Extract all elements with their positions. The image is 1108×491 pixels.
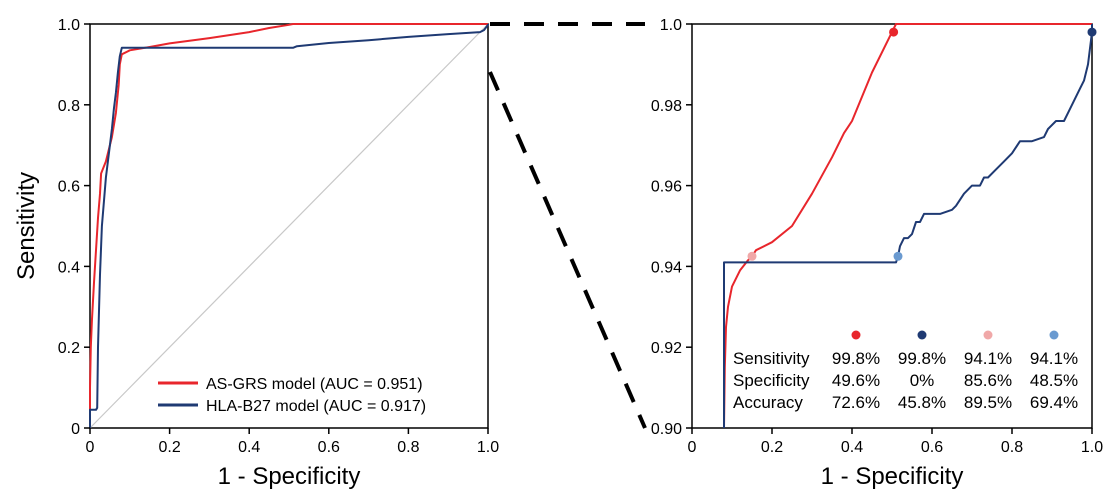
legend-label-as-grs: AS-GRS model (AUC = 0.951): [206, 376, 423, 393]
x-tick-label: 1.0: [477, 439, 499, 456]
roc-full-x-ticks: 0 0.2 0.4 0.6 0.8 1.0: [86, 428, 499, 456]
table-cell: 99.8%: [832, 349, 880, 368]
x-tick-label: 1.0: [1081, 439, 1103, 456]
roc-zoom-plot-frame: [691, 23, 1093, 429]
table-cell: 94.1%: [964, 349, 1012, 368]
operating-point-marker: [747, 251, 757, 261]
y-tick-label: 0.2: [58, 340, 80, 357]
table-cell: 69.4%: [1030, 393, 1078, 412]
roc-full-series: [89, 23, 489, 429]
y-tick-label: 0.6: [58, 179, 80, 196]
table-cell: 45.8%: [898, 393, 946, 412]
table-column-marker: [1049, 330, 1059, 340]
table-cell: 49.6%: [832, 371, 880, 390]
y-tick-label: 0.94: [651, 259, 682, 276]
table-cell: 72.6%: [832, 393, 880, 412]
operating-point-table: Sensitivity 99.8% 99.8% 94.1% 94.1% Specifici…: [733, 330, 1078, 412]
operating-point-marker: [893, 251, 903, 261]
x-tick-label: 0.4: [238, 439, 260, 456]
table-cell: 48.5%: [1030, 371, 1078, 390]
series-line-hla-b27: [723, 24, 1093, 428]
y-tick-label: 0.8: [58, 98, 80, 115]
y-tick-label: 0: [71, 421, 80, 438]
series-line-as-grs: [723, 23, 1092, 429]
table-column-marker: [983, 330, 993, 340]
x-tick-label: 0: [86, 439, 95, 456]
x-tick-label: 0.4: [841, 439, 863, 456]
roc-zoom-markers: [747, 27, 1097, 261]
y-tick-label: 0.96: [651, 179, 682, 196]
roc-full-legend: AS-GRS model (AUC = 0.951) HLA-B27 model…: [158, 376, 426, 415]
table-cell: 94.1%: [1030, 349, 1078, 368]
x-tick-label: 0.6: [921, 439, 943, 456]
y-tick-label: 1.0: [58, 17, 80, 34]
roc-zoom-x-ticks: 0 0.2 0.4 0.6 0.8 1.0: [688, 428, 1103, 456]
table-cell: 0%: [910, 371, 935, 390]
table-row-label: Accuracy: [733, 393, 803, 412]
roc-full-y-axis-title: Sensitivity: [13, 172, 40, 280]
zoom-connector-bottom: [488, 71, 647, 429]
roc-zoom-series: [723, 23, 1093, 429]
roc-full-y-ticks: 0 0.2 0.4 0.6 0.8 1.0: [58, 17, 90, 438]
y-tick-label: 0.4: [58, 259, 80, 276]
operating-point-marker: [1087, 27, 1097, 37]
zoom-connector: [488, 22, 647, 429]
table-cell: 99.8%: [898, 349, 946, 368]
table-column-marker: [851, 330, 861, 340]
table-row-label: Specificity: [733, 371, 810, 390]
table-cell: 89.5%: [964, 393, 1012, 412]
table-row-label: Sensitivity: [733, 349, 810, 368]
x-tick-label: 0: [688, 439, 697, 456]
operating-point-marker: [889, 27, 899, 37]
y-tick-label: 0.92: [651, 340, 682, 357]
series-line-as-grs: [89, 23, 488, 428]
roc-zoom-x-axis-title: 1 - Specificity: [821, 463, 964, 490]
table-column-marker: [917, 330, 927, 340]
roc-zoom-panel: 0 0.2 0.4 0.6 0.8 1.0 0.90 0.92 0.94 0.96 0.98 1.0…: [651, 17, 1103, 490]
x-tick-label: 0.8: [397, 439, 419, 456]
roc-full-panel: 0 0.2 0.4 0.6 0.8 1.0 0 0.2 0.4 0.6 0.8 1.0 1 - Sp…: [13, 17, 499, 490]
x-tick-label: 0.2: [761, 439, 783, 456]
x-tick-label: 0.8: [1001, 439, 1023, 456]
table-cell: 85.6%: [964, 371, 1012, 390]
y-tick-label: 0.90: [651, 421, 682, 438]
roc-zoom-y-ticks: 0.90 0.92 0.94 0.96 0.98 1.0: [651, 17, 692, 438]
y-tick-label: 0.98: [651, 98, 682, 115]
y-tick-label: 1.0: [660, 17, 682, 34]
series-line-hla-b27: [89, 23, 489, 428]
roc-full-x-axis-title: 1 - Specificity: [218, 463, 361, 490]
x-tick-label: 0.2: [158, 439, 180, 456]
x-tick-label: 0.6: [318, 439, 340, 456]
chance-diagonal-line: [89, 23, 489, 429]
legend-label-hla-b27: HLA-B27 model (AUC = 0.917): [206, 398, 426, 415]
